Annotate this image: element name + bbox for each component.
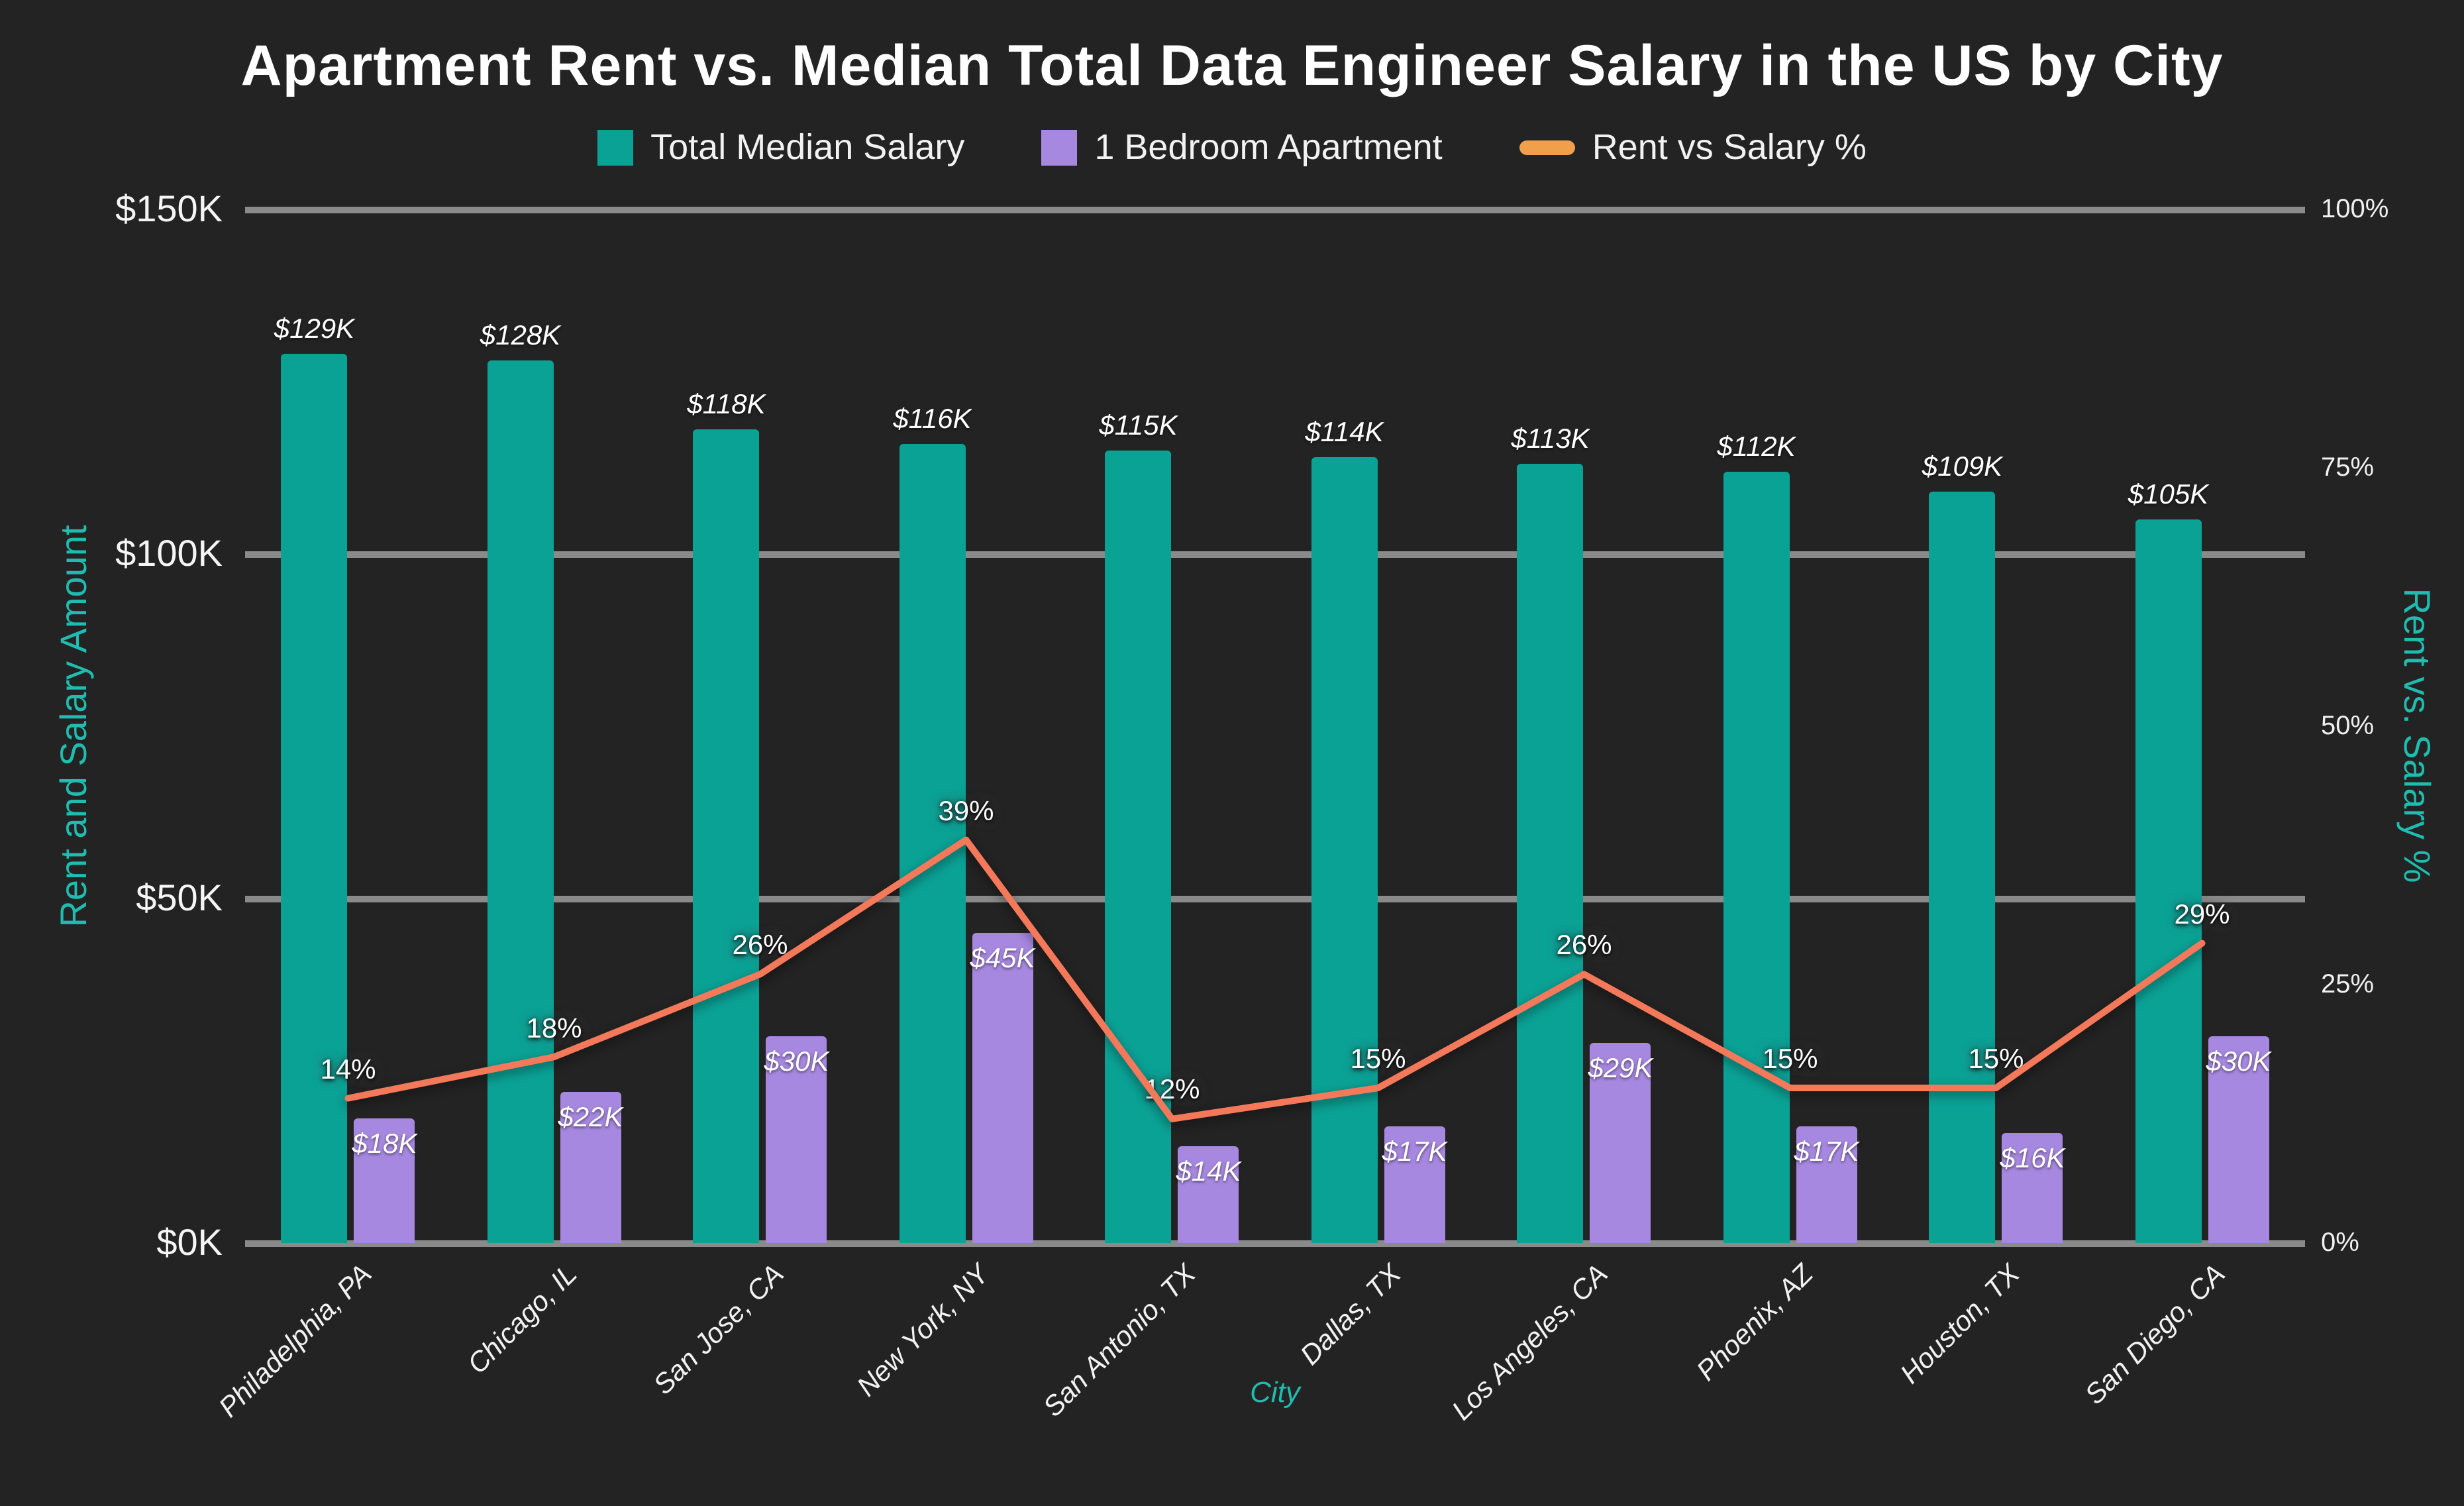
salary-bar xyxy=(1929,492,1996,1243)
rent-bar xyxy=(354,1118,415,1243)
trend-line xyxy=(344,836,2206,1122)
legend-item-rent: 1 Bedroom Apartment xyxy=(1041,127,1443,168)
salary-bar xyxy=(2135,519,2202,1243)
x-axis-title: City xyxy=(1250,1375,1300,1409)
rent-bar xyxy=(2208,1036,2269,1243)
rent-bar-label: $17K xyxy=(1382,1136,1447,1167)
left-tick-label: $150K xyxy=(115,188,223,229)
salary-bar xyxy=(487,360,554,1243)
plot-area: $129K $18K 14% $128K $22K 18% $118K $30K 26% $116… xyxy=(245,206,2305,1246)
rent-bar xyxy=(1796,1126,1857,1243)
percent-label: 26% xyxy=(732,930,788,961)
salary-bar xyxy=(1517,464,1584,1243)
right-tick-label: 100% xyxy=(2321,195,2389,224)
left-tick-label: $100K xyxy=(115,533,223,574)
salary-bar xyxy=(693,429,760,1243)
rent-bar xyxy=(1384,1126,1445,1243)
legend-label-pct: Rent vs Salary % xyxy=(1592,127,1867,167)
percent-label: 29% xyxy=(2174,899,2230,930)
rent-bar-label: $45K xyxy=(970,943,1035,974)
gridline xyxy=(245,206,2305,213)
rent-bar xyxy=(560,1091,621,1243)
salary-bar-label: $113K xyxy=(1511,424,1590,455)
salary-bar-label: $116K xyxy=(893,403,972,435)
chart-canvas: Apartment Rent vs. Median Total Data Eng… xyxy=(0,34,2464,1426)
rent-bar-label: $18K xyxy=(352,1129,417,1160)
left-tick-label: $0K xyxy=(156,1222,223,1263)
right-tick-label: 50% xyxy=(2321,712,2375,741)
right-tick-label: 0% xyxy=(2321,1228,2359,1258)
percent-label: 18% xyxy=(526,1013,582,1044)
salary-bar xyxy=(1723,471,1790,1243)
salary-bar xyxy=(281,354,348,1243)
percent-label: 39% xyxy=(938,796,994,827)
legend-swatch-rent-icon xyxy=(1041,130,1078,166)
salary-bar xyxy=(899,443,966,1243)
gridline xyxy=(245,1240,2305,1246)
salary-bar-label: $118K xyxy=(687,390,766,421)
percent-label: 14% xyxy=(320,1054,376,1085)
gridline xyxy=(245,895,2305,902)
right-tick-label: 75% xyxy=(2321,453,2375,482)
rent-bar xyxy=(972,933,1033,1243)
rent-bar-label: $30K xyxy=(764,1047,829,1077)
salary-bar-label: $105K xyxy=(2128,480,2209,510)
rent-bar-label: $16K xyxy=(2000,1143,2065,1174)
legend-label-rent: 1 Bedroom Apartment xyxy=(1094,127,1443,167)
percent-label: 15% xyxy=(1350,1044,1406,1075)
legend: Total Median Salary 1 Bedroom Apartment … xyxy=(0,127,2464,168)
right-axis-title: Rent vs. Salary % xyxy=(2396,588,2438,883)
legend-item-pct: Rent vs Salary % xyxy=(1519,127,1867,168)
salary-bar xyxy=(1311,457,1378,1243)
right-tick-label: 25% xyxy=(2321,970,2375,999)
salary-bar-label: $129K xyxy=(274,314,355,345)
rent-bar-label: $14K xyxy=(1176,1157,1241,1188)
left-axis-title: Rent and Salary Amount xyxy=(53,525,94,928)
salary-bar-label: $115K xyxy=(1099,411,1178,441)
salary-bar xyxy=(1105,451,1172,1243)
percent-label: 15% xyxy=(1968,1044,2024,1075)
rent-bar xyxy=(1590,1043,1651,1243)
legend-label-salary: Total Median Salary xyxy=(650,127,965,167)
chart-title: Apartment Rent vs. Median Total Data Eng… xyxy=(240,34,2224,98)
salary-bar-label: $109K xyxy=(1922,452,2003,483)
legend-swatch-salary-icon xyxy=(597,130,634,166)
rent-bar-label: $29K xyxy=(1588,1053,1653,1085)
legend-item-salary: Total Median Salary xyxy=(597,127,964,168)
salary-bar-label: $114K xyxy=(1305,417,1384,449)
gridline xyxy=(245,551,2305,557)
percent-label: 26% xyxy=(1556,930,1612,961)
rent-bar-label: $30K xyxy=(2206,1047,2271,1077)
left-tick-label: $50K xyxy=(136,877,223,918)
salary-bar-label: $112K xyxy=(1717,431,1796,462)
percent-label: 15% xyxy=(1762,1044,1818,1075)
rent-bar-label: $22K xyxy=(558,1102,623,1133)
rent-bar xyxy=(766,1036,827,1243)
rent-bar xyxy=(1178,1146,1239,1243)
legend-swatch-pct-icon xyxy=(1519,140,1575,155)
salary-bar-label: $128K xyxy=(480,321,561,352)
rent-bar xyxy=(2002,1132,2063,1243)
rent-bar-label: $17K xyxy=(1794,1136,1859,1167)
